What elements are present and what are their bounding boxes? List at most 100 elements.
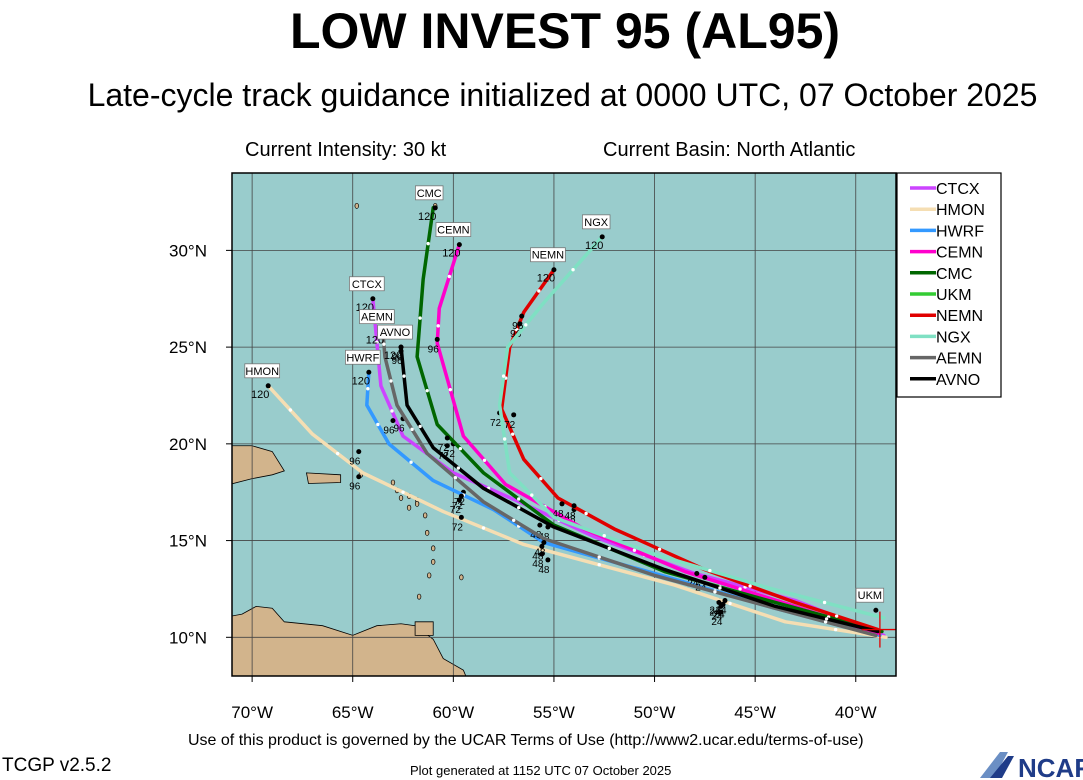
track-marker bbox=[718, 586, 722, 590]
end-label-box bbox=[415, 185, 444, 201]
end-label-cemn: CEMN bbox=[437, 225, 469, 237]
forecast-hour-dot bbox=[458, 514, 464, 520]
end-label-hmon: HMON bbox=[245, 366, 279, 378]
forecast-hour-dot bbox=[559, 501, 565, 507]
island-marker bbox=[425, 529, 430, 536]
current-basin: Current Basin: North Atlantic bbox=[603, 139, 856, 161]
forecast-hour-dot bbox=[519, 313, 525, 319]
track-end-labels: CMC120CEMN120NGX120NEMN120CTCX120AEMN120… bbox=[244, 185, 885, 613]
end-label-ctcx: CTCX bbox=[352, 279, 383, 291]
end-point bbox=[551, 267, 557, 273]
track-marker bbox=[482, 458, 487, 462]
legend-label-hmon: HMON bbox=[936, 202, 985, 219]
end-label-nemn: NEMN bbox=[532, 250, 564, 262]
land-south-america bbox=[232, 605, 467, 676]
track-marker bbox=[728, 601, 732, 606]
end-label-cmc: CMC bbox=[417, 188, 442, 200]
island-marker bbox=[423, 512, 428, 519]
forecast-hour-dot bbox=[716, 599, 722, 605]
x-tick-label: 65°W bbox=[332, 703, 374, 722]
end-label-ukm: UKM bbox=[858, 590, 882, 602]
legend-label-aemn: AEMN bbox=[936, 351, 982, 368]
track-marker bbox=[418, 424, 422, 429]
track-marker bbox=[456, 466, 461, 470]
end-label-box bbox=[345, 349, 381, 365]
track-marker bbox=[382, 342, 386, 346]
land-trinidad bbox=[414, 621, 434, 636]
track-marker bbox=[713, 590, 717, 594]
forecast-hour-label: 72 bbox=[450, 505, 462, 516]
forecast-hour-dot bbox=[702, 574, 708, 580]
forecast-hour-label: 48 bbox=[532, 551, 544, 562]
track-cemn bbox=[435, 242, 880, 636]
legend-label-ngx: NGX bbox=[936, 329, 971, 346]
forecast-tracks: 2448729624487296244872962448729624487296… bbox=[266, 206, 896, 648]
track-marker bbox=[597, 563, 601, 567]
model-legend: CTCX HMON HWRF CEMN CMC UKM NEMN NGX AEMN AVNO bbox=[896, 172, 1002, 398]
forecast-hour-dot bbox=[444, 443, 450, 449]
forecast-hour-dot bbox=[722, 598, 728, 604]
x-tick-label: 45°W bbox=[734, 703, 776, 722]
island-marker bbox=[427, 572, 432, 579]
track-marker bbox=[375, 340, 379, 344]
forecast-hour-label: 72 bbox=[490, 418, 502, 429]
terms-of-use: Use of this product is governed by the U… bbox=[188, 732, 864, 749]
end-hour-label: 120 bbox=[537, 273, 555, 285]
track-marker bbox=[390, 409, 394, 413]
forecast-hour-label: 24 bbox=[713, 609, 725, 620]
end-label-hwrf: HWRF bbox=[346, 352, 379, 364]
x-tick-label: 60°W bbox=[432, 703, 474, 722]
island-marker bbox=[431, 545, 436, 552]
forecast-hour-label: 48 bbox=[532, 559, 544, 570]
legend-label-cmc: CMC bbox=[936, 266, 972, 283]
track-marker bbox=[481, 526, 486, 530]
end-point bbox=[366, 369, 372, 375]
map-axes: 70°W 65°W 60°W 55°W 50°W 45°W 40°W 10°N 15°N 20°N… bbox=[169, 241, 877, 722]
legend-label-hwrf: HWRF bbox=[936, 223, 984, 240]
track-marker bbox=[657, 547, 662, 551]
track-marker bbox=[366, 387, 370, 391]
forecast-hour-label: 72 bbox=[454, 497, 466, 508]
forecast-hour-dot bbox=[539, 551, 545, 557]
forecast-hour-label: 24 bbox=[711, 611, 723, 622]
island-marker bbox=[459, 574, 464, 581]
legend-label-nemn: NEMN bbox=[936, 308, 983, 325]
end-label-box bbox=[359, 309, 395, 325]
track-marker bbox=[510, 432, 515, 436]
forecast-hour-label: 72 bbox=[444, 449, 456, 460]
track-marker bbox=[632, 548, 637, 552]
end-label-box bbox=[377, 324, 413, 340]
track-marker bbox=[502, 437, 507, 441]
track-marker bbox=[823, 620, 828, 624]
track-marker bbox=[738, 587, 742, 591]
y-tick-label: 20°N bbox=[169, 435, 207, 454]
page-title: LOW INVEST 95 (AL95) bbox=[289, 3, 841, 59]
track-marker bbox=[376, 422, 380, 427]
track-cmc bbox=[415, 206, 884, 634]
forecast-hour-dot bbox=[571, 503, 577, 509]
forecast-hour-label: 96 bbox=[428, 344, 440, 355]
end-label-avno: AVNO bbox=[380, 327, 411, 339]
forecast-hour-dot bbox=[458, 493, 464, 499]
track-marker bbox=[501, 374, 506, 378]
track-marker bbox=[511, 518, 516, 522]
land-hispaniola bbox=[232, 445, 285, 485]
island-marker bbox=[398, 495, 404, 501]
end-label-box bbox=[855, 587, 885, 603]
map-frame bbox=[231, 172, 897, 677]
island-marker bbox=[431, 558, 436, 565]
forecast-hour-label: 48 bbox=[564, 511, 576, 522]
forecast-hour-label: 24 bbox=[711, 617, 723, 628]
version-label: TCGP v2.5.2 bbox=[2, 755, 112, 776]
track-marker bbox=[401, 490, 405, 494]
track-marker bbox=[539, 476, 543, 481]
legend-label-ukm: UKM bbox=[936, 287, 972, 304]
end-label-box bbox=[530, 247, 566, 263]
x-tick-label: 70°W bbox=[231, 703, 273, 722]
end-point bbox=[599, 234, 605, 240]
y-tick-label: 30°N bbox=[169, 241, 207, 260]
track-marker bbox=[448, 387, 453, 392]
forecast-hour-label: 96 bbox=[512, 321, 524, 332]
x-tick-label: 50°W bbox=[634, 703, 676, 722]
end-label-aemn: AEMN bbox=[361, 312, 393, 324]
